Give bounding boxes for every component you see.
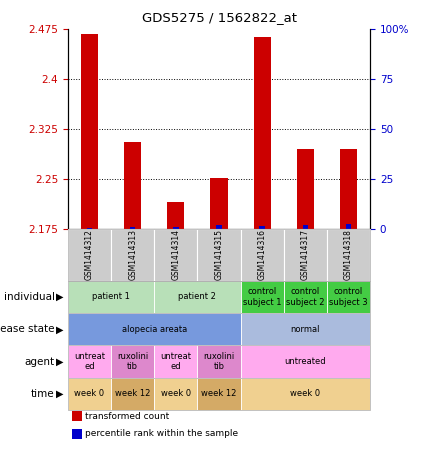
Text: GSM1414318: GSM1414318 (344, 229, 353, 280)
Text: transformed count: transformed count (85, 412, 169, 421)
Bar (130, 227, 135, 229)
Bar (254, 38, 271, 229)
Text: GSM1414313: GSM1414313 (128, 229, 137, 280)
Text: week 0: week 0 (290, 389, 321, 398)
Bar (124, 142, 141, 229)
Text: GSM1414315: GSM1414315 (215, 229, 223, 280)
Bar (87, 228, 92, 229)
Text: week 12: week 12 (201, 389, 237, 398)
Text: GSM1414316: GSM1414316 (258, 229, 267, 280)
Bar (297, 149, 314, 229)
Bar (81, 34, 98, 229)
Bar (210, 178, 228, 229)
Text: control
subject 3: control subject 3 (329, 287, 368, 307)
Text: percentile rank within the sample: percentile rank within the sample (85, 429, 238, 438)
Text: GSM1414317: GSM1414317 (301, 229, 310, 280)
Text: alopecia areata: alopecia areata (122, 325, 187, 334)
Text: week 12: week 12 (115, 389, 150, 398)
Text: week 0: week 0 (74, 389, 105, 398)
Bar (216, 225, 222, 229)
Bar (173, 227, 179, 229)
Bar (259, 226, 265, 229)
Bar (167, 202, 184, 229)
Text: control
subject 2: control subject 2 (286, 287, 325, 307)
Text: untreat
ed: untreat ed (74, 352, 105, 371)
Text: disease state: disease state (0, 324, 55, 334)
Text: week 0: week 0 (161, 389, 191, 398)
Text: time: time (31, 389, 55, 399)
Text: control
subject 1: control subject 1 (243, 287, 282, 307)
Text: ▶: ▶ (56, 357, 64, 366)
Text: GSM1414312: GSM1414312 (85, 229, 94, 280)
Text: patient 1: patient 1 (92, 293, 130, 302)
Text: normal: normal (290, 325, 320, 334)
Text: ruxolini
tib: ruxolini tib (203, 352, 235, 371)
Bar (303, 225, 308, 229)
Bar (346, 224, 351, 229)
Text: ▶: ▶ (56, 324, 64, 334)
Text: untreat
ed: untreat ed (160, 352, 191, 371)
Text: ruxolini
tib: ruxolini tib (117, 352, 148, 371)
Text: patient 2: patient 2 (178, 293, 216, 302)
Text: GDS5275 / 1562822_at: GDS5275 / 1562822_at (141, 11, 297, 24)
Text: ▶: ▶ (56, 292, 64, 302)
Text: GSM1414314: GSM1414314 (171, 229, 180, 280)
Text: untreated: untreated (285, 357, 326, 366)
Text: agent: agent (25, 357, 55, 366)
Bar (340, 149, 357, 229)
Text: ▶: ▶ (56, 389, 64, 399)
Text: individual: individual (4, 292, 55, 302)
